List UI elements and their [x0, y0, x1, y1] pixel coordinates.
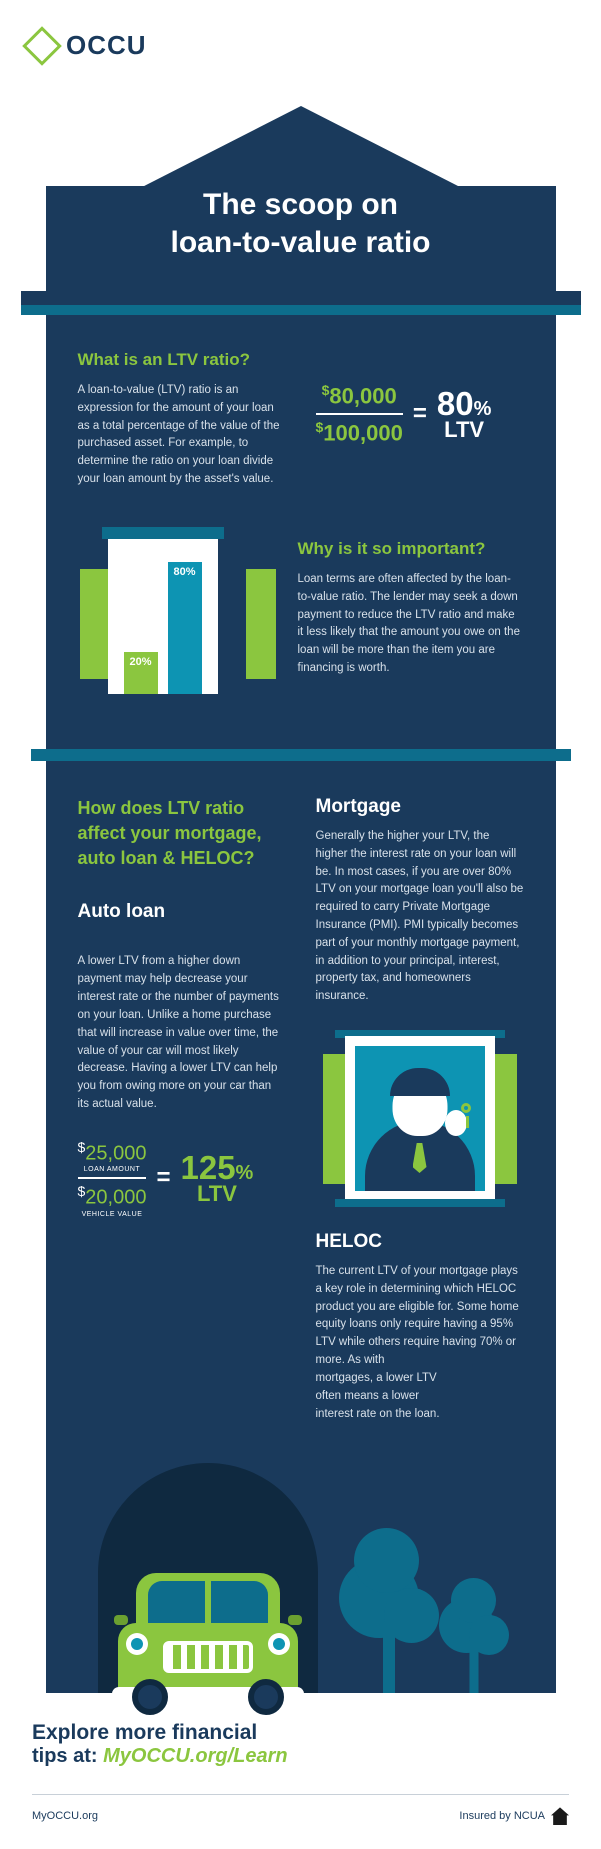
- bar-80: 80%: [168, 562, 202, 694]
- section-ltv-effects: How does LTV ratio affect your mortgage,…: [46, 761, 556, 1693]
- hero-title-block: The scoop on loan-to-value ratio: [46, 186, 556, 291]
- formula-numerator: $80,000: [322, 382, 397, 409]
- hero-title-line1: The scoop on: [203, 188, 398, 221]
- auto-title: Auto loan: [78, 901, 286, 923]
- hero-title-line2: loan-to-value ratio: [170, 226, 430, 259]
- door-bar-chart: 20% 80%: [108, 539, 248, 714]
- equals-sign: =: [156, 1164, 170, 1192]
- shutter-icon: [80, 569, 110, 679]
- footer-insured: Insured by NCUA: [459, 1810, 545, 1822]
- cta-line2: tips at: MyOCCU.org/Learn: [32, 1745, 569, 1768]
- floor-divider: [31, 749, 571, 761]
- auto-result: 125% LTV: [180, 1152, 253, 1204]
- section-what-is-ltv: What is an LTV ratio? A loan-to-value (L…: [46, 315, 556, 749]
- formula-denominator: $100,000: [316, 419, 403, 446]
- s2-body: Loan terms are often affected by the loa…: [298, 571, 524, 678]
- mortgage-title: Mortgage: [316, 796, 524, 818]
- auto-den-label: VEHICLE VALUE: [82, 1211, 143, 1218]
- car-icon: [118, 1623, 298, 1693]
- auto-num-label: LOAN AMOUNT: [84, 1166, 140, 1173]
- brand-name: OCCU: [66, 30, 147, 61]
- s1-body: A loan-to-value (LTV) ratio is an expres…: [78, 382, 286, 489]
- shutter-icon: [246, 569, 276, 679]
- equals-sign: =: [413, 400, 427, 428]
- cta-link[interactable]: MyOCCU.org/Learn: [103, 1745, 287, 1767]
- logo-diamond-icon: [22, 26, 62, 66]
- hero-title: The scoop on loan-to-value ratio: [86, 186, 516, 261]
- tree-icon: [439, 1573, 509, 1693]
- header: OCCU: [0, 0, 601, 81]
- key-icon: [461, 1103, 471, 1113]
- brand-logo: OCCU: [28, 30, 601, 61]
- formula-result: 80% LTV: [437, 388, 492, 440]
- heloc-body-1: The current LTV of your mortgage plays a…: [316, 1263, 524, 1370]
- s2-title: Why is it so important?: [298, 539, 524, 559]
- roof-ledge: [21, 291, 581, 305]
- s3-intro-title: How does LTV ratio affect your mortgage,…: [78, 796, 286, 872]
- footer-site[interactable]: MyOCCU.org: [32, 1810, 98, 1822]
- auto-denominator: $20,000: [78, 1183, 147, 1210]
- s1-title: What is an LTV ratio?: [78, 350, 524, 370]
- auto-formula: $25,000 LOAN AMOUNT $20,000 VEHICLE VALU…: [78, 1139, 286, 1218]
- bar-20: 20%: [124, 652, 158, 694]
- footer-bar: MyOCCU.org Insured by NCUA: [0, 1803, 601, 1849]
- auto-numerator: $25,000: [78, 1139, 147, 1166]
- ltv-formula: $80,000 $100,000 = 80% LTV: [316, 382, 524, 447]
- tree-icon: [339, 1523, 439, 1693]
- heloc-body-2: mortgages, a lower LTV often means a low…: [316, 1370, 441, 1423]
- equal-housing-icon: [551, 1807, 569, 1825]
- roof-accent: [21, 305, 581, 315]
- footer-divider: [32, 1794, 569, 1795]
- cta-line1: Explore more financial: [32, 1721, 569, 1745]
- heloc-title: HELOC: [316, 1231, 524, 1253]
- auto-body: A lower LTV from a higher down payment m…: [78, 953, 286, 1113]
- window-person-illustration: [345, 1036, 495, 1201]
- mortgage-body: Generally the higher your LTV, the highe…: [316, 828, 524, 1006]
- bottom-illustration: [78, 1443, 524, 1693]
- footer-cta: Explore more financial tips at: MyOCCU.o…: [0, 1693, 601, 1786]
